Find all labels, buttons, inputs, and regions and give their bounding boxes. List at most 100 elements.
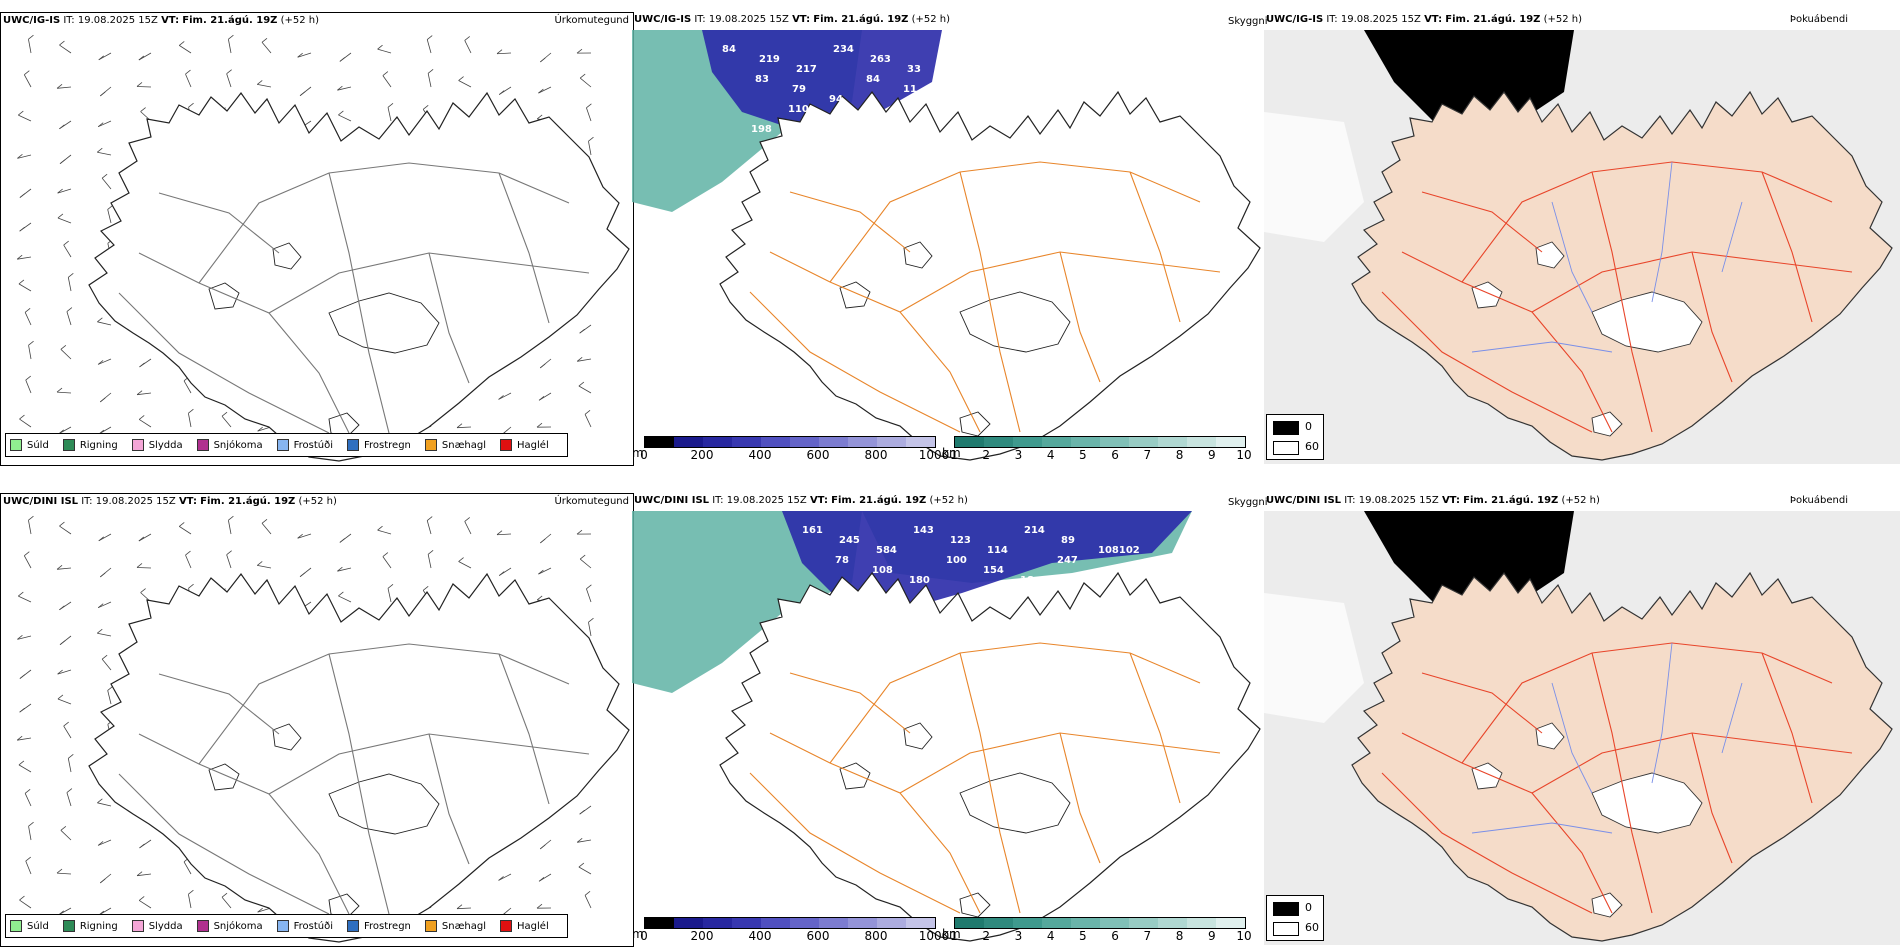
legend-label: Súld: [27, 439, 49, 451]
precip-legend: Súld Rigning Slydda Snjókoma Frostúði Frostre…: [5, 433, 568, 457]
wind-barb-flag: [337, 85, 343, 91]
wind-barb-flag: [377, 44, 383, 50]
wind-barb-flag: [16, 735, 23, 741]
wind-barb: [17, 635, 32, 640]
colorbar-tick-label: 1: [950, 929, 958, 943]
colorbar-tick-label: 600: [806, 929, 830, 943]
wind-barb-flag: [56, 84, 63, 89]
wind-barb-flag: [261, 37, 268, 43]
legend-swatch: [196, 920, 209, 932]
river-line: [1651, 642, 1673, 784]
legend-swatch: [10, 920, 22, 932]
wind-barb: [19, 899, 32, 909]
wind-barb-flag: [586, 103, 592, 109]
river-line: [1651, 161, 1673, 303]
glacier-outline: [1471, 281, 1503, 309]
legend-swatch: [62, 439, 75, 451]
wind-barb: [98, 601, 112, 609]
wind-barb: [586, 588, 592, 603]
colorbar-tick-label: 3: [1014, 929, 1023, 943]
precip-panel-row1: UWC/IG-IS IT: 19.08.2025 15Z VT: Fim. 21…: [0, 12, 634, 466]
wind-barb-flag: [387, 103, 394, 108]
wind-barb-flag: [540, 57, 546, 63]
wind-barb-flag: [536, 114, 543, 120]
colorbar-unit: km: [942, 446, 961, 460]
wind-barb: [427, 73, 432, 88]
wind-barb: [137, 392, 152, 396]
wind-barb-flag: [138, 55, 145, 61]
wind-barb-flag: [25, 375, 31, 381]
cloudbase-panel-row2: UWC/DINI ISL IT: 19.08.2025 15Z VT: Fim.…: [632, 493, 1264, 945]
panel-header: UWC/DINI ISL IT: 19.08.2025 15Z VT: Fim.…: [3, 494, 631, 510]
wind-barb: [187, 413, 192, 428]
cloud-map-row1: 8421921723426333161041328379948411736533…: [632, 30, 1261, 461]
colorbar-tick-label: 800: [864, 448, 888, 462]
wind-barb-flag: [426, 516, 433, 521]
wind-barb-flag: [107, 686, 113, 691]
colorbar-tick-label: 2: [982, 929, 991, 943]
wind-barb: [577, 358, 592, 362]
cloud-base-colorbar: m 0 200 400 600 800 1000: [632, 436, 949, 462]
wind-barb-flag: [337, 566, 343, 572]
dense-fog-area: [1364, 30, 1574, 132]
cloud-base-value: 180: [909, 575, 930, 586]
iceland-coastline: [719, 571, 1261, 942]
legend-label: Haglél: [517, 439, 549, 451]
precip-legend-item: Rigning: [62, 920, 118, 932]
precip-legend-item: Frostregn: [347, 439, 411, 451]
wind-barb: [97, 151, 112, 156]
cloud-base-value: 83: [755, 74, 769, 85]
road-line: [959, 652, 1021, 914]
wind-barb-flag: [59, 640, 66, 646]
wind-barb-flag: [387, 584, 394, 589]
wind-barb-flag: [101, 173, 108, 179]
road-line: [1059, 732, 1101, 864]
colorbar-tick-label: 6: [1111, 448, 1119, 462]
wind-barb-flag: [101, 654, 108, 660]
wind-barb-flag: [226, 69, 232, 75]
wind-barb-flag: [136, 871, 143, 877]
wind-barb: [59, 44, 72, 54]
cloud-base-value: 234: [833, 44, 854, 55]
wind-barb-flag: [66, 788, 73, 793]
wind-barb: [107, 690, 112, 705]
wind-barb-flag: [576, 837, 583, 843]
road-line: [959, 171, 1021, 433]
river-line: [1471, 341, 1613, 353]
colorbar-tick-label: 3: [1014, 448, 1023, 462]
wind-barb-flag: [140, 107, 146, 112]
cloud-base-value: 110: [788, 104, 809, 115]
cloud-base-value: 108102: [1098, 545, 1140, 556]
wind-barb: [17, 256, 32, 260]
legend-label: Frostregn: [364, 439, 411, 451]
precip-legend-item: Frostúði: [276, 920, 333, 932]
wind-barb: [187, 894, 192, 909]
wind-barb-flag: [579, 554, 586, 560]
cloud-base-value: 104: [981, 54, 1002, 65]
glacier-outline: [839, 762, 871, 790]
wind-barb: [60, 349, 72, 360]
precip-map-row2: [16, 515, 630, 943]
wind-barb-flag: [579, 809, 585, 815]
wind-barb-flag: [256, 561, 263, 566]
wind-barb-flag: [100, 572, 106, 578]
iceland-coastline: [1351, 571, 1893, 942]
road-line: [1129, 171, 1181, 323]
wind-barb-flag: [18, 110, 24, 116]
cloud-base-value: 73: [940, 94, 954, 105]
colorbar-tick-label: 10: [1236, 448, 1252, 462]
colorbar-tick-label: 400: [748, 448, 772, 462]
iceland-coastline: [1351, 90, 1893, 461]
road-line: [829, 642, 1201, 764]
legend-label: Slydda: [148, 920, 183, 932]
wind-barb: [24, 312, 32, 326]
wind-barb-flag: [458, 76, 464, 81]
cloud-base-value: 217: [796, 64, 817, 75]
iceland-coastline: [88, 91, 630, 462]
wind-barb-flag: [496, 530, 503, 536]
colorbar-segment: [703, 437, 732, 447]
colorbar-segment: [1071, 437, 1100, 447]
road-line: [749, 772, 961, 914]
wind-barb: [97, 321, 112, 326]
legend-label: Frostúði: [293, 439, 333, 451]
